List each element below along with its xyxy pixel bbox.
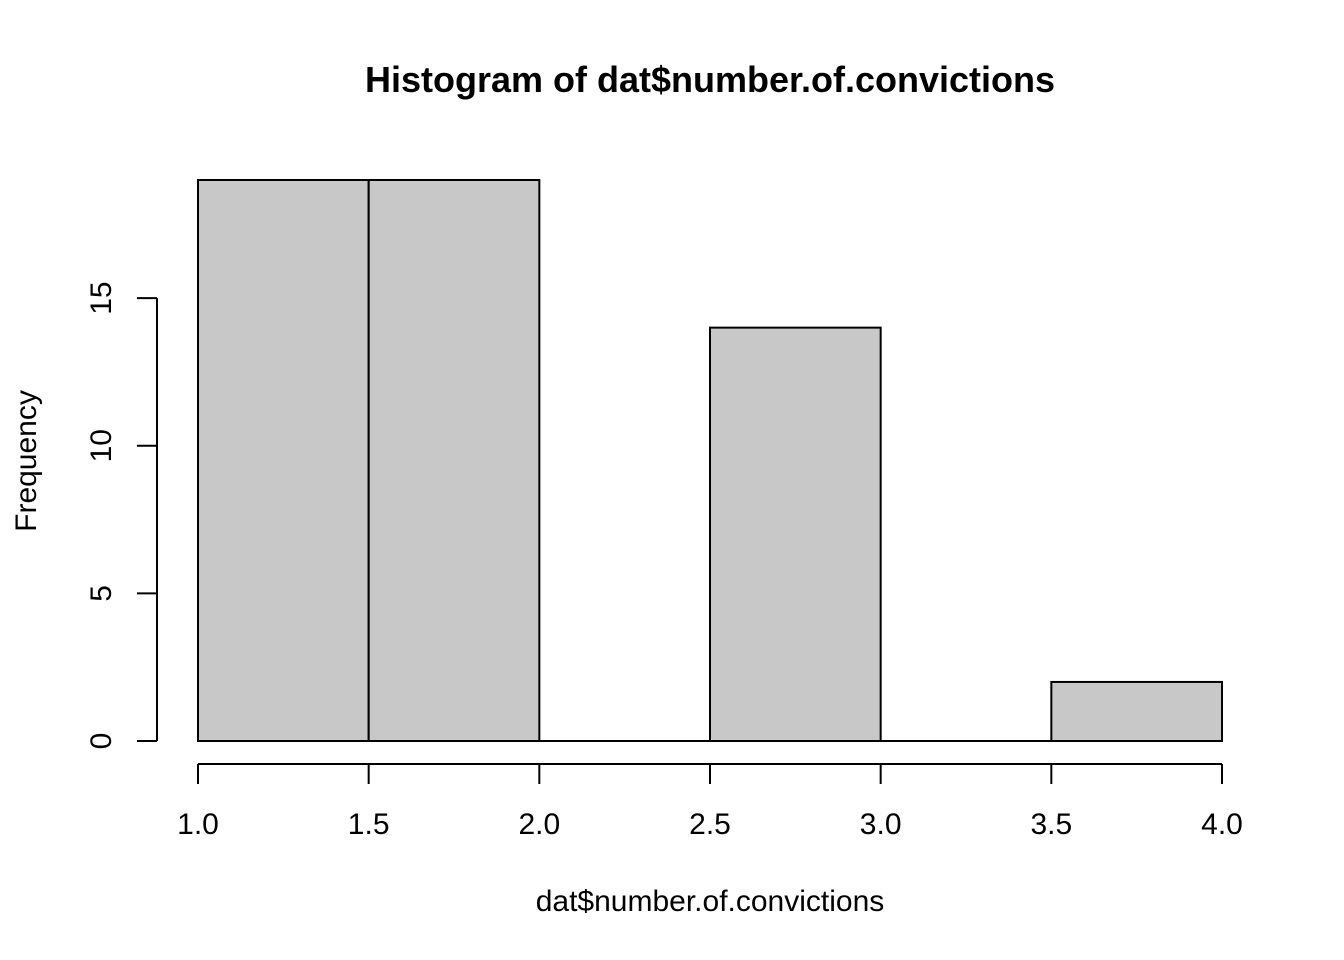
histogram-bar (1050, 680, 1224, 743)
x-tick-label: 2.5 (689, 808, 731, 841)
x-axis: 1.0 1.5 2.0 2.5 3.0 3.5 4.0 (177, 763, 1243, 841)
y-tick-label: 0 (85, 733, 118, 750)
x-tick-label: 3.0 (860, 808, 902, 841)
x-tick-label: 2.0 (518, 808, 560, 841)
x-tick-label: 4.0 (1201, 808, 1243, 841)
x-tick-label: 3.5 (1030, 808, 1072, 841)
histogram-bar (709, 326, 882, 742)
y-tick-label: 15 (85, 281, 118, 314)
histogram-bar (367, 179, 541, 742)
histogram-bar (197, 179, 370, 742)
bars-group (197, 179, 1224, 743)
x-axis-label: dat$number.of.convictions (536, 885, 885, 918)
y-axis-label: Frequency (10, 390, 43, 532)
x-tick-label: 1.0 (177, 808, 219, 841)
y-axis: 0 5 10 15 (85, 281, 158, 750)
y-tick-label: 5 (85, 585, 118, 602)
chart-title: Histogram of dat$number.of.convictions (365, 59, 1055, 100)
x-tick-label: 1.5 (348, 808, 390, 841)
y-tick-label: 10 (85, 429, 118, 462)
